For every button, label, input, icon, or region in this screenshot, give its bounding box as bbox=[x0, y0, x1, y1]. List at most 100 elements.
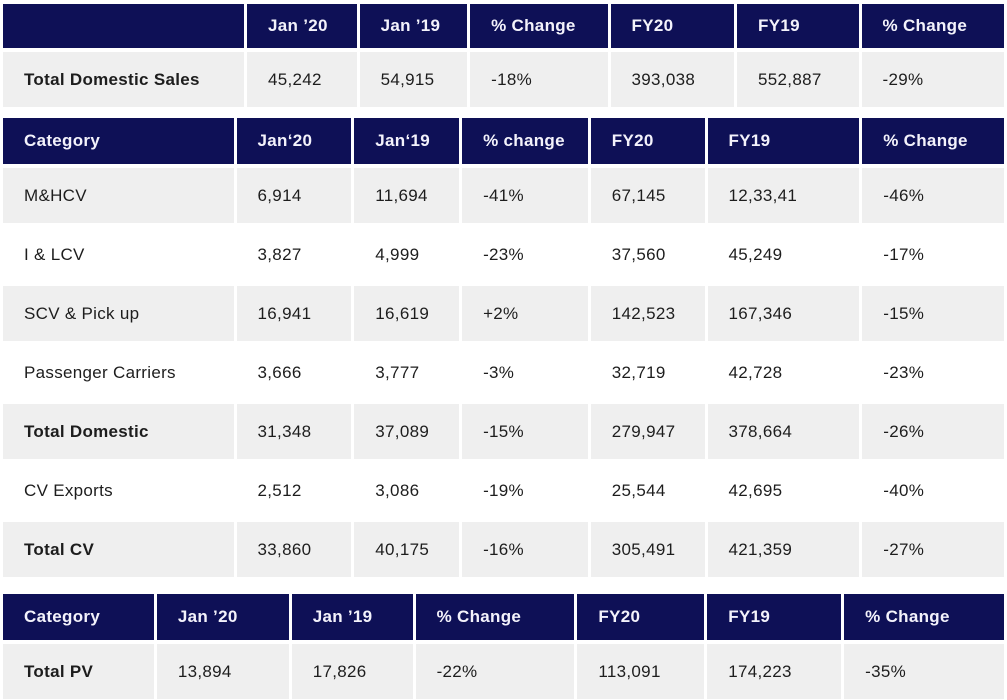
column-header: % Change bbox=[861, 4, 1004, 48]
column-header bbox=[3, 4, 245, 48]
cv-category-table: Category Jan‘20 Jan‘19% change FY20 FY19% Ch… bbox=[0, 114, 1007, 581]
table-row: I & LCV 3,827 4,999 -23% 37,560 45,249 -17% bbox=[3, 227, 1004, 282]
value-cell: 3,086 bbox=[354, 463, 460, 518]
column-header: FY19 bbox=[707, 594, 842, 640]
column-header: Category bbox=[3, 594, 154, 640]
value-cell: 552,887 bbox=[737, 52, 859, 107]
row-label: Passenger Carriers bbox=[3, 345, 234, 400]
value-cell: 113,091 bbox=[577, 644, 705, 699]
value-cell: -15% bbox=[862, 286, 1004, 341]
row-label: Total Domestic Sales bbox=[3, 52, 245, 107]
value-cell: 40,175 bbox=[354, 522, 460, 577]
value-cell: -16% bbox=[462, 522, 588, 577]
row-label: CV Exports bbox=[3, 463, 234, 518]
value-cell: 25,544 bbox=[590, 463, 705, 518]
row-label: Total Domestic bbox=[3, 404, 234, 459]
column-header: % Change bbox=[470, 4, 608, 48]
table-row: Passenger Carriers 3,666 3,777 -3% 32,719 42,… bbox=[3, 345, 1004, 400]
value-cell: -41% bbox=[462, 168, 588, 223]
value-cell: 37,560 bbox=[590, 227, 705, 282]
value-cell: 11,694 bbox=[354, 168, 460, 223]
value-cell: 421,359 bbox=[707, 522, 860, 577]
header-row: Category Jan‘20 Jan‘19% change FY20 FY19% Ch… bbox=[3, 118, 1004, 164]
value-cell: 2,512 bbox=[236, 463, 352, 518]
value-cell: -29% bbox=[861, 52, 1004, 107]
column-header: Jan ’20 bbox=[247, 4, 357, 48]
value-cell: 42,695 bbox=[707, 463, 860, 518]
value-cell: -23% bbox=[862, 345, 1004, 400]
column-header: % Change bbox=[415, 594, 575, 640]
value-cell: 37,089 bbox=[354, 404, 460, 459]
value-cell: 6,914 bbox=[236, 168, 352, 223]
value-cell: +2% bbox=[462, 286, 588, 341]
column-header: Jan ’20 bbox=[156, 594, 289, 640]
value-cell: 305,491 bbox=[590, 522, 705, 577]
row-label: Total CV bbox=[3, 522, 234, 577]
column-header: Jan‘19 bbox=[354, 118, 460, 164]
value-cell: 67,145 bbox=[590, 168, 705, 223]
row-label: Total PV bbox=[3, 644, 154, 699]
value-cell: 4,999 bbox=[354, 227, 460, 282]
row-label: SCV & Pick up bbox=[3, 286, 234, 341]
column-header: FY20 bbox=[577, 594, 705, 640]
row-label: M&HCV bbox=[3, 168, 234, 223]
value-cell: -17% bbox=[862, 227, 1004, 282]
column-header: FY20 bbox=[590, 118, 705, 164]
value-cell: 42,728 bbox=[707, 345, 860, 400]
value-cell: -26% bbox=[862, 404, 1004, 459]
value-cell: 3,827 bbox=[236, 227, 352, 282]
column-header: Jan ’19 bbox=[359, 4, 468, 48]
value-cell: 31,348 bbox=[236, 404, 352, 459]
value-cell: 16,619 bbox=[354, 286, 460, 341]
value-cell: 3,777 bbox=[354, 345, 460, 400]
value-cell: 33,860 bbox=[236, 522, 352, 577]
total-domestic-sales-summary-table: Jan ’20 Jan ’19% Change FY20 FY19% Change To… bbox=[0, 0, 1007, 111]
value-cell: -19% bbox=[462, 463, 588, 518]
value-cell: -35% bbox=[844, 644, 1004, 699]
value-cell: 393,038 bbox=[610, 52, 735, 107]
column-header: Category bbox=[3, 118, 234, 164]
value-cell: -15% bbox=[462, 404, 588, 459]
column-header: FY19 bbox=[707, 118, 860, 164]
value-cell: -46% bbox=[862, 168, 1004, 223]
table-row: Total CV 33,860 40,175 -16% 305,491 421,359 -2… bbox=[3, 522, 1004, 577]
value-cell: 45,249 bbox=[707, 227, 860, 282]
table-row: Total Domestic Sales 45,242 54,915 -18% 393,… bbox=[3, 52, 1004, 107]
value-cell: 3,666 bbox=[236, 345, 352, 400]
row-label: I & LCV bbox=[3, 227, 234, 282]
pv-category-table: Category Jan ’20 Jan ’19% Change FY20 FY19% … bbox=[0, 590, 1007, 700]
table-row: CV Exports 2,512 3,086 -19% 25,544 42,695 -40% bbox=[3, 463, 1004, 518]
table-row: Total PV 13,894 17,826 -22% 113,091 174,223 -3… bbox=[3, 644, 1004, 699]
column-header: % Change bbox=[862, 118, 1004, 164]
column-header: FY19 bbox=[737, 4, 859, 48]
value-cell: 16,941 bbox=[236, 286, 352, 341]
value-cell: -3% bbox=[462, 345, 588, 400]
value-cell: 378,664 bbox=[707, 404, 860, 459]
value-cell: 167,346 bbox=[707, 286, 860, 341]
value-cell: -23% bbox=[462, 227, 588, 282]
value-cell: 17,826 bbox=[291, 644, 413, 699]
value-cell: -22% bbox=[415, 644, 575, 699]
value-cell: -18% bbox=[470, 52, 608, 107]
table-row: Total Domestic 31,348 37,089 -15% 279,947 378… bbox=[3, 404, 1004, 459]
value-cell: 54,915 bbox=[359, 52, 468, 107]
table-row: SCV & Pick up 16,941 16,619 +2% 142,523 167,3… bbox=[3, 286, 1004, 341]
column-header: FY20 bbox=[610, 4, 735, 48]
value-cell: -40% bbox=[862, 463, 1004, 518]
value-cell: 45,242 bbox=[247, 52, 357, 107]
column-header: Jan‘20 bbox=[236, 118, 352, 164]
value-cell: 174,223 bbox=[707, 644, 842, 699]
value-cell: 12,33,41 bbox=[707, 168, 860, 223]
header-row: Category Jan ’20 Jan ’19% Change FY20 FY19% … bbox=[3, 594, 1004, 640]
column-header: % Change bbox=[844, 594, 1004, 640]
value-cell: 13,894 bbox=[156, 644, 289, 699]
value-cell: -27% bbox=[862, 522, 1004, 577]
column-header: Jan ’19 bbox=[291, 594, 413, 640]
value-cell: 32,719 bbox=[590, 345, 705, 400]
header-row: Jan ’20 Jan ’19% Change FY20 FY19% Change bbox=[3, 4, 1004, 48]
value-cell: 279,947 bbox=[590, 404, 705, 459]
value-cell: 142,523 bbox=[590, 286, 705, 341]
column-header: % change bbox=[462, 118, 588, 164]
table-row: M&HCV 6,914 11,694 -41% 67,145 12,33,41 -46% bbox=[3, 168, 1004, 223]
